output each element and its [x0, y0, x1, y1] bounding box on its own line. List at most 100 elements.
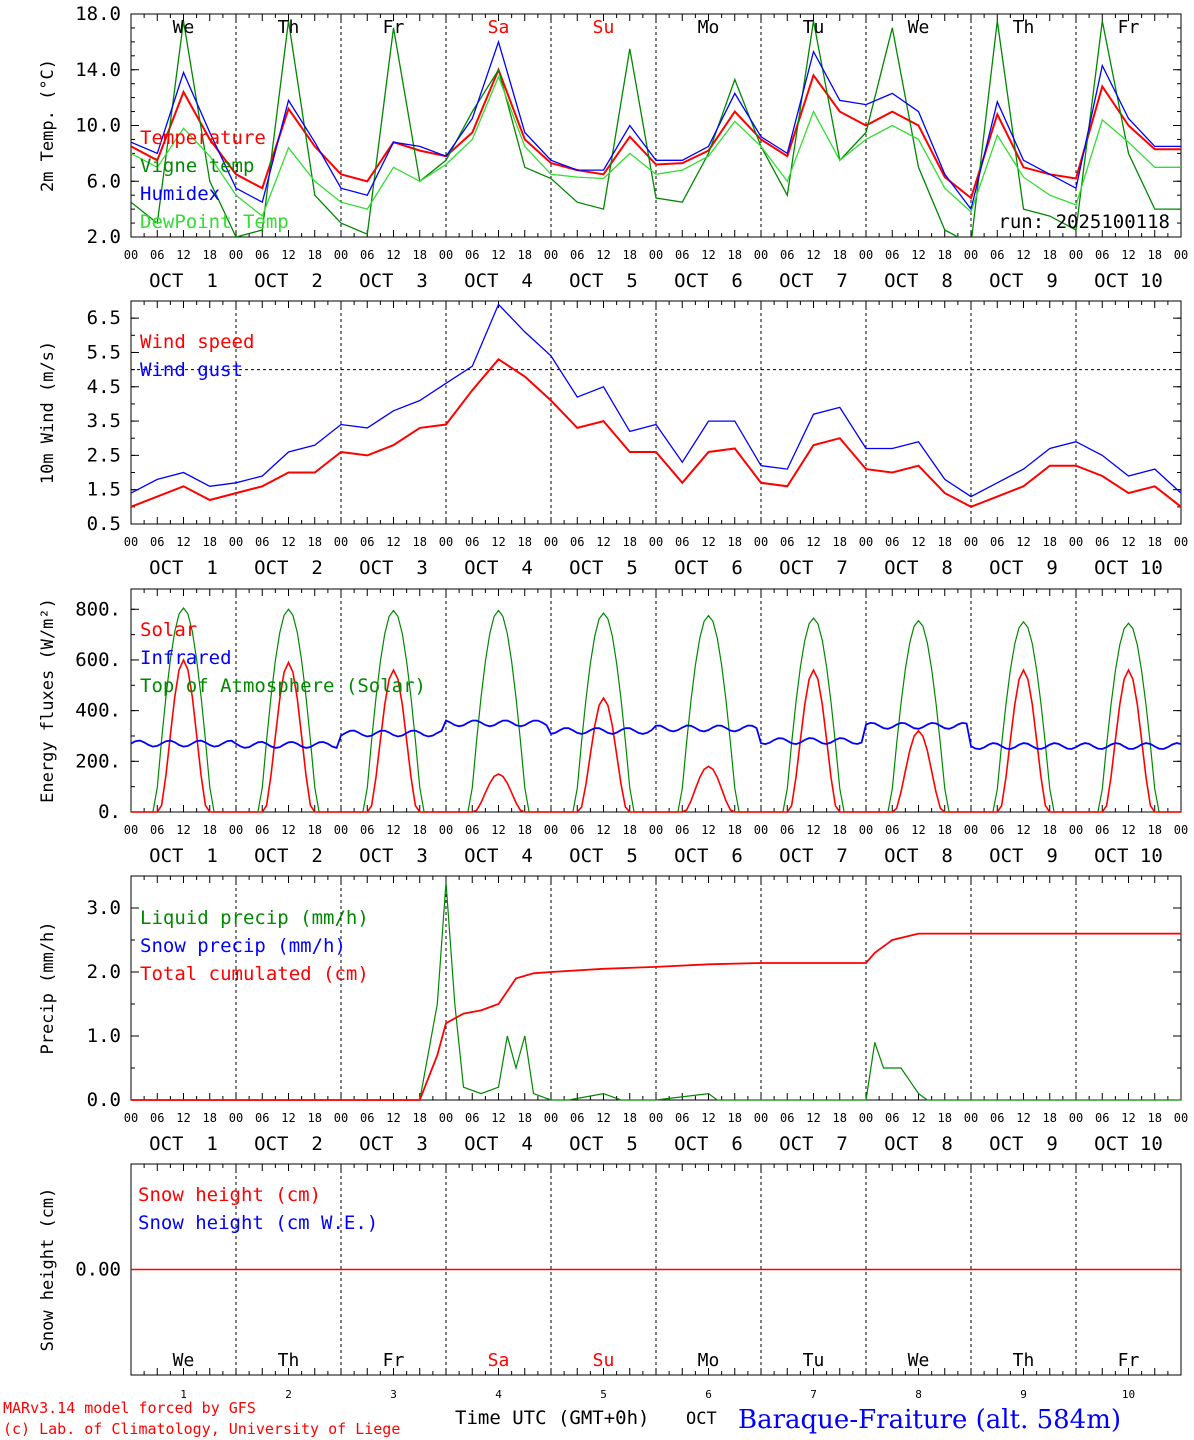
- y-tick-label: 2.0: [87, 961, 121, 983]
- hour-tick-label: 18: [938, 823, 952, 837]
- hour-tick-label: 06: [255, 1111, 269, 1125]
- y-tick-label: 4.5: [87, 376, 121, 398]
- date-label: OCT 4: [464, 557, 533, 579]
- hour-tick-label: 18: [203, 1111, 217, 1125]
- hour-tick-label: 00: [439, 248, 453, 262]
- day-name-label: Fr: [383, 17, 405, 38]
- hour-tick-label: 00: [859, 248, 873, 262]
- hour-tick-label: 06: [780, 535, 794, 549]
- hour-tick-label: 06: [255, 535, 269, 549]
- y-axis-label: 2m Temp. (°C): [38, 59, 58, 192]
- date-label: OCT 8: [884, 1133, 953, 1155]
- date-label: OCT 2: [254, 1133, 323, 1155]
- legend-entry: Solar: [140, 619, 197, 641]
- hour-tick-label: 12: [806, 1111, 820, 1125]
- hour-tick-label: 12: [806, 823, 820, 837]
- model-credit-line1: MARv3.14 model forced by GFS: [3, 1399, 256, 1417]
- hour-tick-label: 12: [491, 1111, 505, 1125]
- hour-tick-label: 06: [675, 535, 689, 549]
- hour-tick-label: 12: [1016, 248, 1030, 262]
- legend-entry: Snow height (cm W.E.): [138, 1212, 378, 1234]
- hour-tick-label: 06: [255, 823, 269, 837]
- hour-tick-label: 00: [124, 248, 138, 262]
- day-number-label: 8: [915, 1388, 922, 1401]
- hour-tick-label: 00: [1174, 535, 1188, 549]
- day-name-label: Tu: [803, 1350, 825, 1371]
- hour-tick-label: 06: [465, 535, 479, 549]
- hour-tick-label: 06: [885, 535, 899, 549]
- date-label: OCT 10: [1094, 557, 1163, 579]
- hour-tick-label: 12: [176, 535, 190, 549]
- hour-tick-label: 18: [203, 823, 217, 837]
- y-tick-label: 3.0: [87, 897, 121, 919]
- hour-tick-label: 06: [360, 248, 374, 262]
- date-label: OCT 3: [359, 557, 428, 579]
- legend-entry: Liquid precip (mm/h): [140, 907, 369, 929]
- day-name-label: Su: [593, 1350, 615, 1371]
- hour-tick-label: 06: [990, 535, 1004, 549]
- hour-tick-label: 00: [859, 1111, 873, 1125]
- legend-entry: Temperature: [140, 127, 266, 149]
- legend-entry: Vigne temp: [140, 155, 254, 177]
- hour-tick-label: 06: [360, 1111, 374, 1125]
- hour-tick-label: 00: [229, 1111, 243, 1125]
- hour-tick-label: 06: [570, 248, 584, 262]
- hour-tick-label: 00: [544, 248, 558, 262]
- y-tick-label: 10.0: [75, 115, 121, 137]
- y-tick-label: 1.5: [87, 479, 121, 501]
- hour-tick-label: 18: [203, 535, 217, 549]
- series-line-liquid-precip: [131, 882, 1181, 1101]
- legend-entry: Snow height (cm): [138, 1184, 321, 1206]
- y-tick-label: 0.00: [75, 1259, 121, 1281]
- hour-tick-label: 00: [754, 823, 768, 837]
- series-line-solar: [131, 658, 1181, 813]
- date-label: OCT 10: [1094, 845, 1163, 867]
- date-label: OCT 8: [884, 557, 953, 579]
- hour-tick-label: 12: [281, 823, 295, 837]
- hour-tick-label: 12: [701, 823, 715, 837]
- hour-tick-label: 12: [386, 823, 400, 837]
- day-name-label: Th: [278, 17, 300, 38]
- hour-tick-label: 06: [570, 823, 584, 837]
- hour-tick-label: 18: [1148, 248, 1162, 262]
- date-label: OCT 1: [149, 270, 218, 292]
- hour-tick-label: 06: [1095, 248, 1109, 262]
- y-axis-label: Snow height (cm): [38, 1188, 58, 1352]
- series-line-dewpoint-temp: [131, 74, 1181, 218]
- hour-tick-label: 18: [518, 1111, 532, 1125]
- date-label: OCT 5: [569, 845, 638, 867]
- hour-tick-label: 00: [334, 1111, 348, 1125]
- hour-tick-label: 18: [728, 823, 742, 837]
- hour-tick-label: 18: [623, 823, 637, 837]
- hour-tick-label: 18: [518, 248, 532, 262]
- hour-tick-label: 00: [334, 248, 348, 262]
- date-label: OCT 4: [464, 270, 533, 292]
- y-tick-label: 6.0: [87, 170, 121, 192]
- day-number-label: 5: [600, 1388, 607, 1401]
- hour-tick-label: 18: [308, 823, 322, 837]
- day-name-label: Sa: [488, 1350, 510, 1371]
- date-label: OCT 4: [464, 845, 533, 867]
- hour-tick-label: 12: [491, 535, 505, 549]
- legend-entry: Top of Atmosphere (Solar): [140, 675, 426, 697]
- hour-tick-label: 00: [439, 823, 453, 837]
- hour-tick-label: 00: [1174, 823, 1188, 837]
- day-name-label: Tu: [803, 17, 825, 38]
- day-name-label: We: [908, 17, 930, 38]
- date-label: OCT 2: [254, 270, 323, 292]
- hour-tick-label: 12: [386, 535, 400, 549]
- hour-tick-label: 00: [229, 535, 243, 549]
- hour-tick-label: 18: [1148, 823, 1162, 837]
- hour-tick-label: 18: [623, 248, 637, 262]
- hour-tick-label: 18: [833, 535, 847, 549]
- hour-tick-label: 00: [1069, 535, 1083, 549]
- date-label: OCT 10: [1094, 270, 1163, 292]
- hour-tick-label: 06: [465, 1111, 479, 1125]
- day-name-label: We: [173, 1350, 195, 1371]
- date-label: OCT 3: [359, 845, 428, 867]
- hour-tick-label: 18: [833, 1111, 847, 1125]
- y-tick-label: 14.0: [75, 59, 121, 81]
- date-label: OCT 6: [674, 1133, 743, 1155]
- date-label: OCT 10: [1094, 1133, 1163, 1155]
- hour-tick-label: 06: [360, 823, 374, 837]
